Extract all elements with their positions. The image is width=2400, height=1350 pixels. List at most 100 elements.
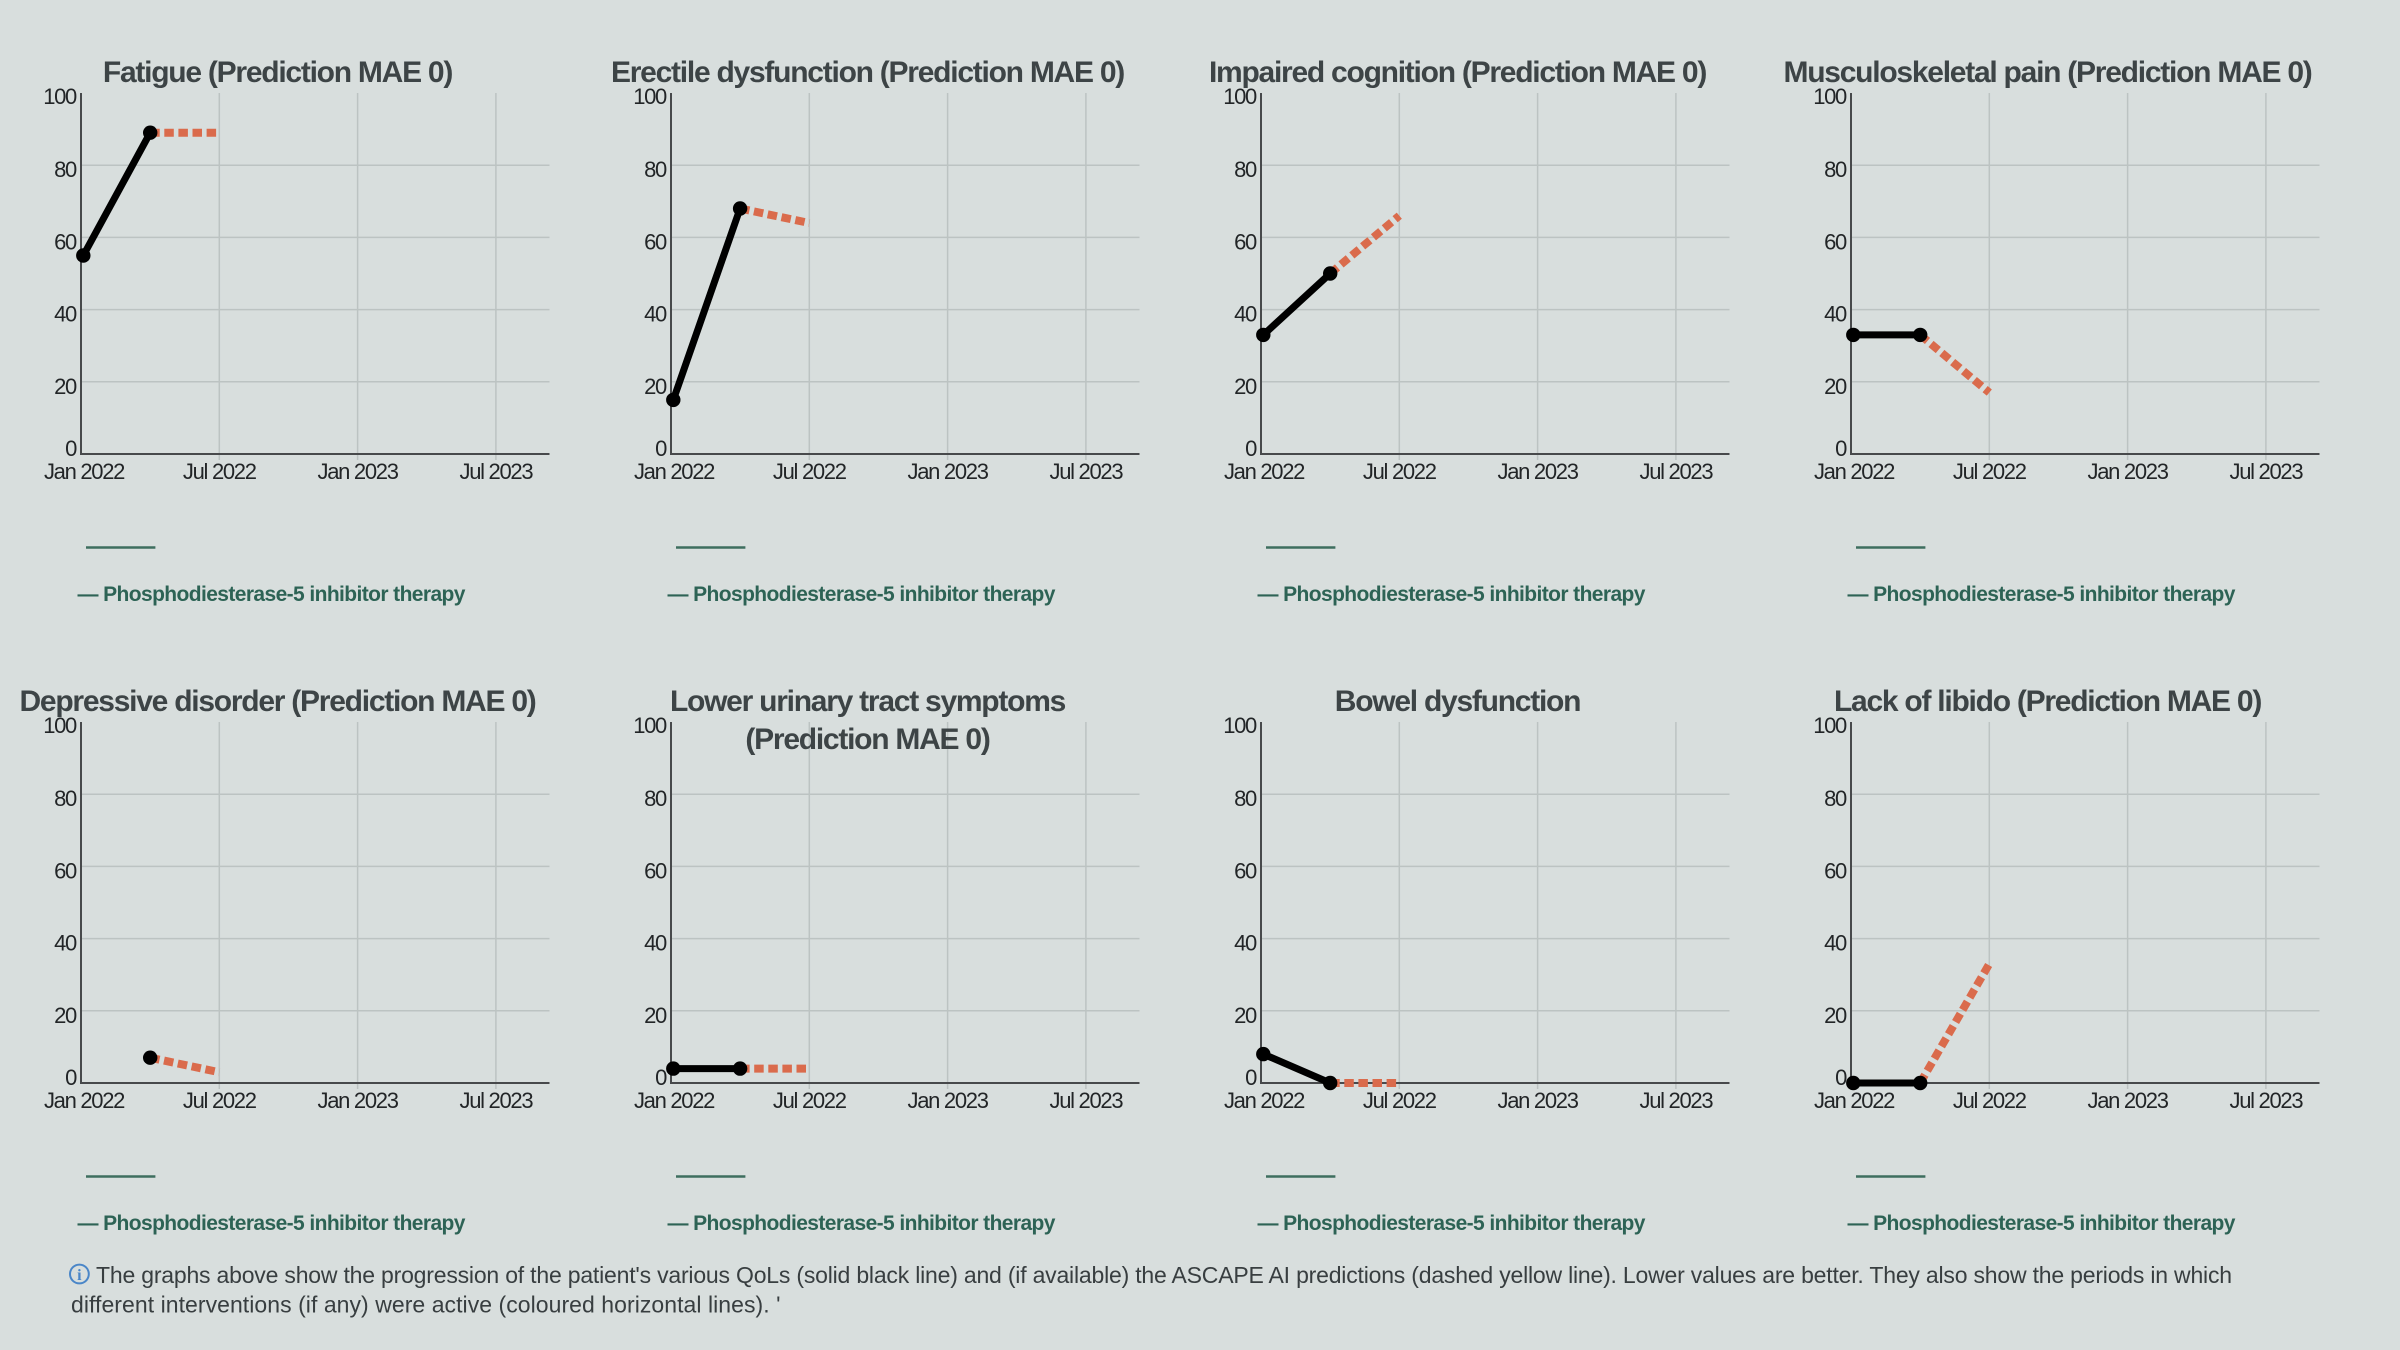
svg-text:Jul 2022: Jul 2022 <box>183 459 257 484</box>
svg-text:100: 100 <box>1813 713 1847 738</box>
svg-text:Jul 2023: Jul 2023 <box>2230 1088 2304 1113</box>
svg-text:100: 100 <box>43 84 77 109</box>
svg-text:0: 0 <box>655 1065 667 1090</box>
svg-text:Jan 2022: Jan 2022 <box>44 1088 125 1113</box>
svg-text:Musculoskeletal pain (Predicti: Musculoskeletal pain (Prediction MAE 0) <box>1783 56 2311 89</box>
svg-text:Lack of libido (Prediction MAE: Lack of libido (Prediction MAE 0) <box>1834 685 2261 718</box>
svg-text:80: 80 <box>644 786 667 811</box>
svg-text:60: 60 <box>1234 229 1257 254</box>
svg-text:Bowel dysfunction: Bowel dysfunction <box>1335 685 1580 718</box>
svg-text:Jul 2023: Jul 2023 <box>1640 1088 1714 1113</box>
svg-text:Jul 2022: Jul 2022 <box>183 1088 257 1113</box>
svg-text:Jul 2022: Jul 2022 <box>773 459 847 484</box>
svg-text:40: 40 <box>54 302 77 327</box>
svg-text:20: 20 <box>644 374 667 399</box>
svg-text:0: 0 <box>1245 1065 1257 1090</box>
svg-text:— Phosphodiesterase-5 inhibito: — Phosphodiesterase-5 inhibitor therapy <box>78 1212 466 1235</box>
svg-text:20: 20 <box>644 1003 667 1028</box>
svg-text:Fatigue (Prediction MAE 0): Fatigue (Prediction MAE 0) <box>103 56 452 89</box>
svg-text:The graphs above show the prog: The graphs above show the progression of… <box>96 1262 2232 1288</box>
svg-text:100: 100 <box>43 713 77 738</box>
svg-text:Jul 2023: Jul 2023 <box>1050 1088 1124 1113</box>
svg-text:Jul 2023: Jul 2023 <box>460 459 534 484</box>
svg-text:20: 20 <box>1234 374 1257 399</box>
svg-text:Depressive disorder (Predictio: Depressive disorder (Prediction MAE 0) <box>20 685 536 718</box>
svg-text:Jul 2022: Jul 2022 <box>1363 1088 1437 1113</box>
svg-text:Jan 2022: Jan 2022 <box>1814 1088 1895 1113</box>
svg-text:Jul 2022: Jul 2022 <box>773 1088 847 1113</box>
svg-text:80: 80 <box>1824 786 1847 811</box>
svg-text:different interventions (if an: different interventions (if any) were ac… <box>71 1292 781 1318</box>
svg-text:— Phosphodiesterase-5 inhibito: — Phosphodiesterase-5 inhibitor therapy <box>668 583 1056 606</box>
svg-text:Jul 2023: Jul 2023 <box>1050 459 1124 484</box>
svg-text:60: 60 <box>1824 229 1847 254</box>
svg-text:— Phosphodiesterase-5 inhibito: — Phosphodiesterase-5 inhibitor therapy <box>78 583 466 606</box>
svg-text:100: 100 <box>1813 84 1847 109</box>
svg-text:0: 0 <box>655 436 667 461</box>
svg-text:40: 40 <box>1824 302 1847 327</box>
svg-text:60: 60 <box>1234 858 1257 883</box>
svg-text:— Phosphodiesterase-5 inhibito: — Phosphodiesterase-5 inhibitor therapy <box>1258 1212 1646 1235</box>
svg-text:Jul 2022: Jul 2022 <box>1953 459 2027 484</box>
svg-text:0: 0 <box>1835 1065 1847 1090</box>
svg-text:40: 40 <box>644 302 667 327</box>
svg-text:Jul 2023: Jul 2023 <box>1640 459 1714 484</box>
svg-text:Jan 2023: Jan 2023 <box>2088 459 2169 484</box>
svg-text:Jan 2023: Jan 2023 <box>2088 1088 2169 1113</box>
svg-text:60: 60 <box>54 858 77 883</box>
svg-text:40: 40 <box>1234 931 1257 956</box>
svg-text:0: 0 <box>1245 436 1257 461</box>
svg-text:— Phosphodiesterase-5 inhibito: — Phosphodiesterase-5 inhibitor therapy <box>1848 1212 2236 1235</box>
svg-text:40: 40 <box>1234 302 1257 327</box>
svg-text:60: 60 <box>644 229 667 254</box>
svg-text:Jul 2022: Jul 2022 <box>1953 1088 2027 1113</box>
svg-text:20: 20 <box>1824 1003 1847 1028</box>
svg-text:40: 40 <box>644 931 667 956</box>
svg-text:Jan 2023: Jan 2023 <box>1498 1088 1579 1113</box>
svg-text:20: 20 <box>1234 1003 1257 1028</box>
svg-text:0: 0 <box>1835 436 1847 461</box>
svg-text:Jan 2022: Jan 2022 <box>634 459 715 484</box>
svg-text:20: 20 <box>54 1003 77 1028</box>
svg-text:60: 60 <box>1824 858 1847 883</box>
svg-text:Jan 2022: Jan 2022 <box>44 459 125 484</box>
svg-text:0: 0 <box>65 1065 77 1090</box>
svg-text:100: 100 <box>1223 84 1257 109</box>
svg-text:20: 20 <box>1824 374 1847 399</box>
svg-text:(Prediction MAE 0): (Prediction MAE 0) <box>745 723 989 756</box>
svg-text:Impaired cognition (Prediction: Impaired cognition (Prediction MAE 0) <box>1209 56 1706 89</box>
svg-text:80: 80 <box>644 157 667 182</box>
svg-text:20: 20 <box>54 374 77 399</box>
svg-text:Jan 2022: Jan 2022 <box>1224 459 1305 484</box>
svg-text:Jan 2023: Jan 2023 <box>908 459 989 484</box>
svg-text:60: 60 <box>644 858 667 883</box>
svg-text:Jan 2023: Jan 2023 <box>318 459 399 484</box>
svg-text:100: 100 <box>633 84 667 109</box>
svg-text:Jan 2023: Jan 2023 <box>908 1088 989 1113</box>
svg-text:40: 40 <box>54 931 77 956</box>
svg-text:Jul 2022: Jul 2022 <box>1363 459 1437 484</box>
svg-text:Jan 2022: Jan 2022 <box>1224 1088 1305 1113</box>
svg-text:80: 80 <box>54 157 77 182</box>
svg-text:100: 100 <box>633 713 667 738</box>
svg-text:60: 60 <box>54 229 77 254</box>
svg-text:80: 80 <box>54 786 77 811</box>
svg-text:80: 80 <box>1824 157 1847 182</box>
svg-text:40: 40 <box>1824 931 1847 956</box>
svg-text:Jul 2023: Jul 2023 <box>2230 459 2304 484</box>
svg-text:— Phosphodiesterase-5 inhibito: — Phosphodiesterase-5 inhibitor therapy <box>668 1212 1056 1235</box>
svg-text:i: i <box>77 1267 82 1284</box>
svg-text:Jul 2023: Jul 2023 <box>460 1088 534 1113</box>
svg-text:Jan 2022: Jan 2022 <box>634 1088 715 1113</box>
svg-text:Lower urinary tract symptoms: Lower urinary tract symptoms <box>670 685 1066 718</box>
svg-text:— Phosphodiesterase-5 inhibito: — Phosphodiesterase-5 inhibitor therapy <box>1848 583 2236 606</box>
svg-text:— Phosphodiesterase-5 inhibito: — Phosphodiesterase-5 inhibitor therapy <box>1258 583 1646 606</box>
svg-text:Jan 2023: Jan 2023 <box>1498 459 1579 484</box>
svg-text:80: 80 <box>1234 157 1257 182</box>
svg-text:Erectile dysfunction (Predicti: Erectile dysfunction (Prediction MAE 0) <box>611 56 1124 89</box>
svg-text:Jan 2022: Jan 2022 <box>1814 459 1895 484</box>
svg-text:100: 100 <box>1223 713 1257 738</box>
svg-text:Jan 2023: Jan 2023 <box>318 1088 399 1113</box>
svg-text:0: 0 <box>65 436 77 461</box>
svg-text:80: 80 <box>1234 786 1257 811</box>
